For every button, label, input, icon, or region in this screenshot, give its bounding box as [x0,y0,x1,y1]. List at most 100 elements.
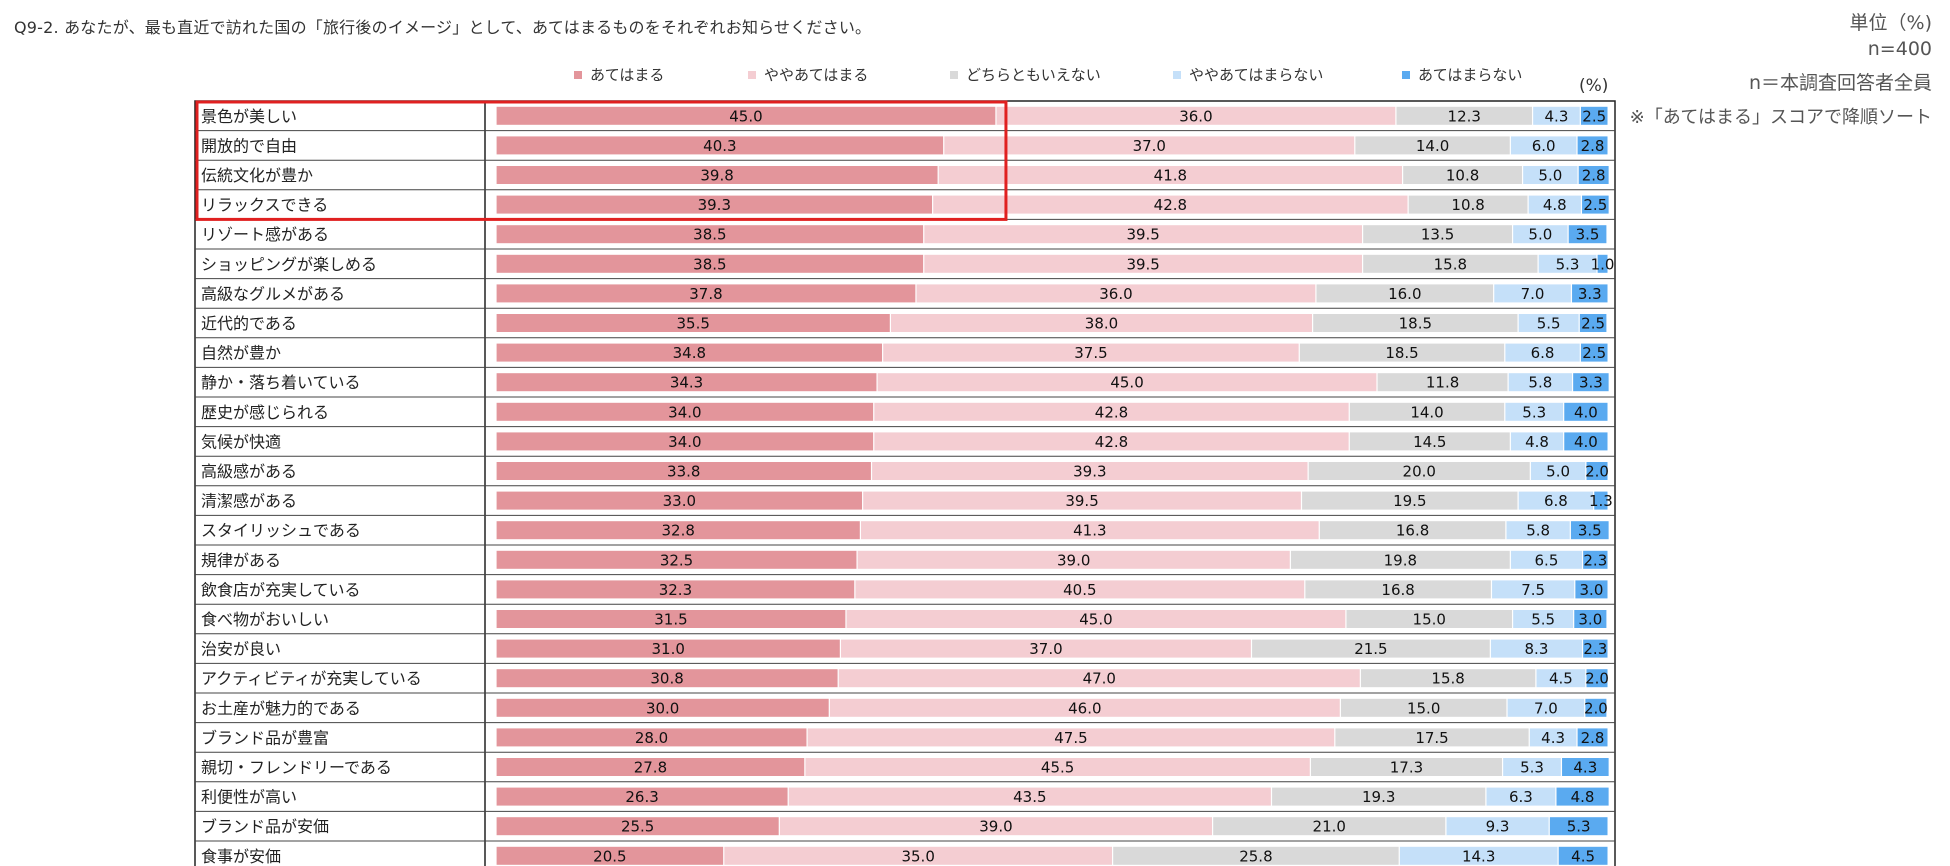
bar-segment [1377,373,1508,392]
legend-item-1: あてはまる [574,64,664,85]
bar-segment [1528,195,1581,214]
bar-segment [496,314,890,332]
category-label: 食事が安価 [201,847,281,866]
data-label: 47.0 [1083,670,1116,688]
bar-segment [805,758,1310,776]
category-label: リラックスできる [201,196,328,215]
data-label: 3.3 [1579,374,1603,392]
category-label: 高級感がある [201,462,297,481]
data-label: 3.0 [1580,581,1604,599]
category-label: リゾート感がある [201,225,329,244]
bar-segment [1335,728,1529,747]
bar-segment [1518,314,1579,332]
bar-segment [1310,758,1502,776]
category-label: 近代的である [201,314,297,333]
bar-segment [1506,521,1570,540]
bar-segment [1113,846,1399,865]
bar-segment [1582,195,1609,214]
data-label: 41.8 [1154,167,1187,185]
bar-segment [1575,580,1608,599]
legend-item-3: どちらともいえない [950,64,1101,85]
bar-segment [1340,698,1507,717]
bar-segment [496,550,857,569]
bar-segment [1363,254,1538,273]
data-label: 5.3 [1520,759,1544,777]
bar-segment [1396,106,1532,125]
sample-base-note: n＝本調査回答者全員 [1748,72,1932,94]
data-label: 2.5 [1582,107,1606,125]
legend-label-5: あてはまらない [1418,66,1523,84]
data-label: 45.5 [1041,759,1074,777]
bar-segment [863,491,1301,510]
bar-segment [1518,491,1594,510]
bar-segment [1529,728,1577,747]
data-label: 2.0 [1584,699,1608,717]
bar-segment [1272,787,1486,806]
bar-segment [496,166,938,184]
sort-note: ※「あてはまる」スコアで降順ソート [1629,107,1932,128]
legend-label-1: あてはまる [590,66,665,84]
data-label: 38.5 [693,226,726,244]
data-label: 3.5 [1576,226,1600,244]
data-label: 33.8 [667,463,700,481]
bar-segment [1507,698,1585,717]
bar-segment [1530,462,1586,480]
data-label: 25.5 [621,818,654,836]
percent-unit-label: (%) [1579,76,1609,96]
bar-segment [1510,136,1577,155]
bar-segment [924,225,1362,244]
data-label: 5.3 [1556,255,1580,273]
data-label: 43.5 [1013,788,1046,806]
data-label: 14.0 [1416,137,1449,155]
legend-swatch-3 [950,70,958,79]
legend-label-3: どちらともいえない [966,66,1101,84]
legend-swatch-5 [1402,70,1410,79]
data-label: 5.8 [1526,522,1550,540]
data-label: 42.8 [1095,433,1128,451]
data-label: 14.5 [1413,433,1446,451]
data-label: 31.5 [654,611,687,629]
bar-segment [1562,758,1609,776]
bar-segment [1538,254,1597,273]
bar-segment [1308,462,1530,480]
data-label: 11.8 [1426,374,1459,392]
data-label: 2.8 [1582,167,1606,185]
data-label: 39.8 [700,167,733,185]
data-label: 15.0 [1407,699,1440,717]
bar-segment [1505,343,1580,362]
chart-title: Q9-2. あなたが、最も直近で訪れた国の「旅行後のイメージ」として、あてはまる… [14,18,872,37]
bar-segment [1510,550,1582,569]
bar-segment [1302,491,1518,510]
data-label: 39.5 [1126,255,1159,273]
data-label: 45.0 [729,107,762,125]
data-label: 2.0 [1585,463,1609,481]
bar-segment [838,669,1360,688]
data-label: 41.3 [1073,522,1106,540]
bar-segment [1510,432,1564,451]
bar-segment [1536,669,1586,688]
data-label: 39.0 [1057,551,1090,569]
data-label: 15.0 [1413,611,1446,629]
data-label: 34.8 [673,344,706,362]
bar-segment [846,610,1346,628]
bar-segment [1574,610,1607,628]
data-label: 38.0 [1085,315,1118,333]
bar-segment [996,106,1396,125]
bar-segment [944,136,1355,155]
data-label: 35.5 [676,315,709,333]
category-label: 気候が快適 [201,432,281,451]
category-label: アクティビティが充実している [201,669,422,688]
category-label: ブランド品が安価 [201,817,329,836]
data-label: 4.3 [1545,107,1569,125]
bar-segment [496,432,874,451]
category-label: 景色が美しい [201,107,297,126]
bar-segment [1577,136,1608,155]
highlight-box [195,100,1008,221]
bar-segment [891,314,1312,332]
data-label: 5.3 [1567,818,1591,836]
data-label: 3.5 [1578,522,1602,540]
data-label: 47.5 [1054,729,1087,747]
data-label: 6.0 [1532,137,1556,155]
data-label: 45.0 [1079,611,1112,629]
